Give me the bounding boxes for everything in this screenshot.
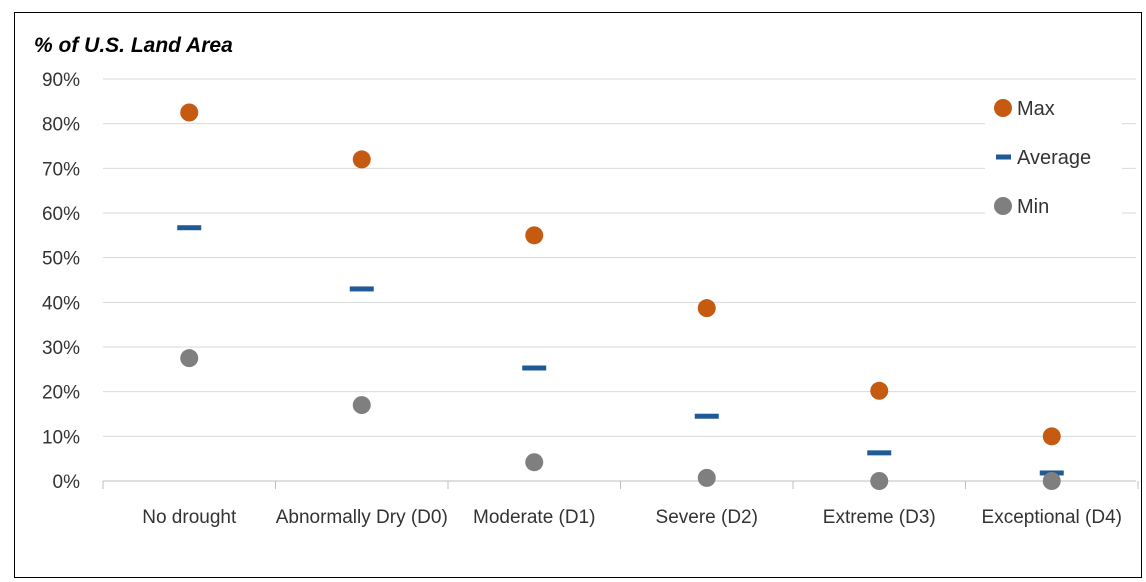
x-axis-categories: No drought Abnormally Dry (D0) Moderate (D…: [142, 507, 1122, 528]
legend-max-swatch: [994, 99, 1012, 117]
x-category-label: Extreme (D3): [823, 507, 936, 528]
legend-max-label: Max: [1017, 98, 1055, 120]
x-category-label: Moderate (D1): [473, 507, 596, 528]
average-marker: [694, 413, 719, 419]
gridlines: [102, 78, 1139, 489]
data-marks: [177, 103, 1064, 490]
average-marker: [522, 365, 547, 371]
max-point: [1042, 427, 1061, 446]
min-point: [525, 453, 544, 472]
max-point: [180, 103, 199, 122]
min-point: [1042, 472, 1061, 490]
max-point: [697, 299, 716, 318]
x-category-label: Abnormally Dry (D0): [276, 507, 448, 528]
max-point: [352, 150, 371, 169]
average-marker: [177, 225, 202, 231]
y-tick-label: 70%: [42, 159, 80, 180]
legend-min-label: Min: [1017, 196, 1049, 218]
chart-frame: [14, 12, 1142, 578]
y-tick-label: 20%: [42, 383, 80, 404]
min-point: [870, 472, 889, 490]
y-tick-label: 30%: [42, 338, 80, 359]
y-tick-label: 50%: [42, 249, 80, 270]
y-tick-label: 0%: [53, 472, 81, 493]
y-axis-ticks: 0% 10% 20% 30% 40% 50% 60% 70% 80% 90%: [42, 70, 80, 493]
y-tick-label: 90%: [42, 70, 80, 91]
x-category-label: No drought: [142, 507, 237, 528]
min-point: [697, 468, 716, 487]
legend: Max Average Min: [985, 88, 1122, 228]
min-point: [180, 349, 199, 368]
max-point: [870, 381, 889, 400]
min-point: [352, 396, 371, 415]
y-tick-label: 40%: [42, 293, 80, 314]
max-point: [525, 226, 544, 245]
y-tick-label: 10%: [42, 427, 80, 448]
average-marker: [349, 286, 374, 292]
legend-average-label: Average: [1017, 147, 1091, 169]
y-tick-label: 80%: [42, 115, 80, 136]
average-marker: [867, 450, 892, 456]
y-tick-label: 60%: [42, 204, 80, 225]
x-category-label: Severe (D2): [656, 507, 758, 528]
legend-average-swatch: [996, 154, 1011, 160]
y-axis-title: % of U.S. Land Area: [34, 34, 233, 57]
x-category-label: Exceptional (D4): [982, 507, 1122, 528]
legend-min-swatch: [994, 197, 1012, 215]
